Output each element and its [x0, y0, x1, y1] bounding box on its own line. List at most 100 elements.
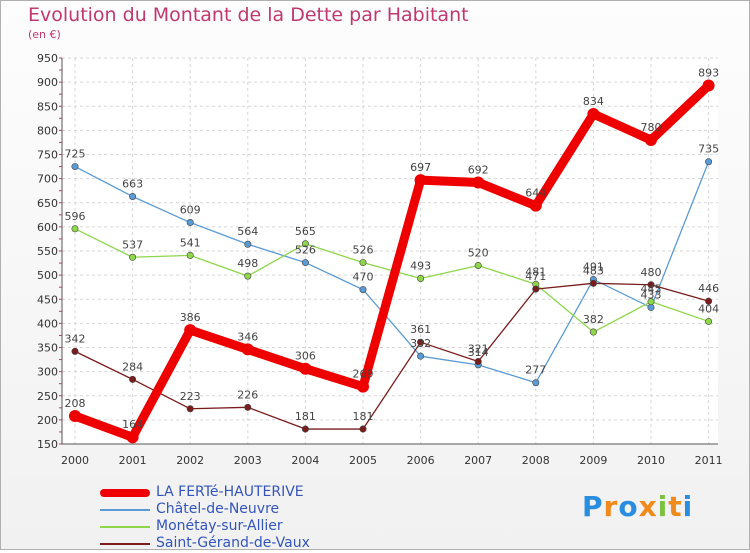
- logo-letter: P: [582, 490, 604, 523]
- data-point: [129, 253, 137, 261]
- data-label: 404: [698, 302, 719, 315]
- data-label: 346: [237, 330, 258, 343]
- x-tick-label: 2000: [61, 454, 89, 467]
- data-point: [301, 425, 309, 433]
- data-point: [532, 379, 540, 387]
- legend-label: Châtel-de-Neuvre: [156, 501, 280, 517]
- data-label: 164: [122, 418, 143, 431]
- data-label: 181: [295, 410, 316, 423]
- data-label: 223: [180, 390, 201, 403]
- data-point: [474, 261, 482, 269]
- data-label: 470: [353, 271, 374, 284]
- x-tick-label: 2011: [695, 454, 723, 467]
- logo-letter: i: [682, 490, 694, 523]
- data-point: [244, 272, 252, 280]
- data-point: [71, 347, 79, 355]
- data-label: 332: [410, 337, 431, 350]
- y-tick-label: 650: [37, 197, 58, 210]
- data-point: [359, 286, 367, 294]
- data-label: 735: [698, 143, 719, 156]
- data-point: [357, 380, 369, 393]
- data-label: 893: [698, 67, 719, 80]
- data-point: [417, 352, 425, 360]
- proxiti-logo: Proxiti: [582, 490, 693, 523]
- x-tick-label: 2001: [119, 454, 147, 467]
- data-label: 361: [410, 323, 431, 336]
- x-tick-label: 2004: [291, 454, 319, 467]
- logo-letter: t: [668, 490, 683, 523]
- data-label: 433: [641, 288, 662, 301]
- chart-unit-label: (en €): [28, 28, 61, 41]
- data-label: 314: [468, 346, 489, 359]
- legend-swatch: [100, 542, 150, 545]
- logo-letter: i: [657, 490, 669, 523]
- legend-entry: Monétay-sur-Allier: [100, 518, 310, 535]
- chart-title: Evolution du Montant de la Dette par Hab…: [28, 4, 469, 26]
- data-point: [186, 219, 194, 227]
- legend-swatch: [100, 508, 150, 511]
- y-tick-label: 750: [37, 149, 58, 162]
- data-point: [71, 225, 79, 233]
- data-label: 644: [525, 187, 546, 200]
- y-tick-label: 250: [37, 390, 58, 403]
- data-label: 564: [237, 225, 258, 238]
- data-point: [129, 375, 137, 383]
- data-point: [417, 338, 425, 346]
- data-label: 382: [583, 313, 604, 326]
- y-tick-label: 950: [37, 52, 58, 65]
- series-line: [74, 282, 710, 430]
- data-label: 386: [180, 311, 201, 324]
- data-label: 609: [180, 204, 201, 217]
- y-tick-label: 300: [37, 366, 58, 379]
- data-label: 483: [583, 264, 604, 277]
- y-tick-label: 500: [37, 269, 58, 282]
- data-point: [414, 174, 427, 187]
- data-label: 565: [295, 225, 316, 238]
- data-point: [359, 259, 367, 267]
- data-point: [241, 343, 254, 356]
- x-tick-label: 2006: [407, 454, 435, 467]
- data-label: 181: [353, 410, 374, 423]
- y-tick-label: 900: [37, 76, 58, 89]
- legend-label: Monétay-sur-Allier: [156, 518, 283, 534]
- y-tick-label: 400: [37, 317, 58, 330]
- logo-letter: r: [603, 490, 619, 523]
- data-point: [589, 328, 597, 336]
- x-tick-label: 2008: [522, 454, 550, 467]
- y-tick-label: 550: [37, 245, 58, 258]
- data-point: [184, 324, 197, 337]
- y-tick-label: 450: [37, 293, 58, 306]
- data-label: 520: [468, 246, 489, 259]
- data-point: [301, 240, 309, 248]
- data-point: [702, 79, 715, 92]
- chart-legend: LA FERTé-HAUTERIVE Châtel-de-Neuvre Monéta…: [100, 484, 310, 552]
- data-point: [69, 410, 81, 423]
- y-tick-label: 200: [37, 414, 58, 427]
- data-label: 537: [122, 238, 143, 251]
- data-point: [472, 176, 485, 189]
- data-label: 445: [641, 283, 662, 296]
- data-label: 306: [295, 350, 316, 363]
- data-point: [417, 275, 425, 283]
- data-label: 493: [410, 260, 431, 273]
- data-point: [301, 259, 309, 267]
- x-tick-label: 2010: [637, 454, 665, 467]
- legend-entry: LA FERTé-HAUTERIVE: [100, 484, 310, 501]
- legend-entry: Châtel-de-Neuvre: [100, 501, 310, 518]
- series-line: [70, 81, 714, 442]
- data-point: [532, 285, 540, 293]
- data-label: 596: [65, 210, 86, 223]
- y-tick-label: 800: [37, 124, 58, 137]
- x-tick-label: 2007: [464, 454, 492, 467]
- data-label: 526: [353, 244, 374, 257]
- legend-entry: Saint-Gérand-de-Vaux: [100, 535, 310, 552]
- data-point: [705, 158, 713, 166]
- x-tick-label: 2003: [234, 454, 262, 467]
- data-label: 541: [180, 236, 201, 249]
- data-label: 208: [65, 397, 86, 410]
- data-point: [129, 192, 137, 200]
- data-label: 321: [468, 342, 489, 355]
- data-label: 491: [583, 260, 604, 273]
- data-label: 277: [525, 364, 546, 377]
- data-label: 481: [525, 265, 546, 278]
